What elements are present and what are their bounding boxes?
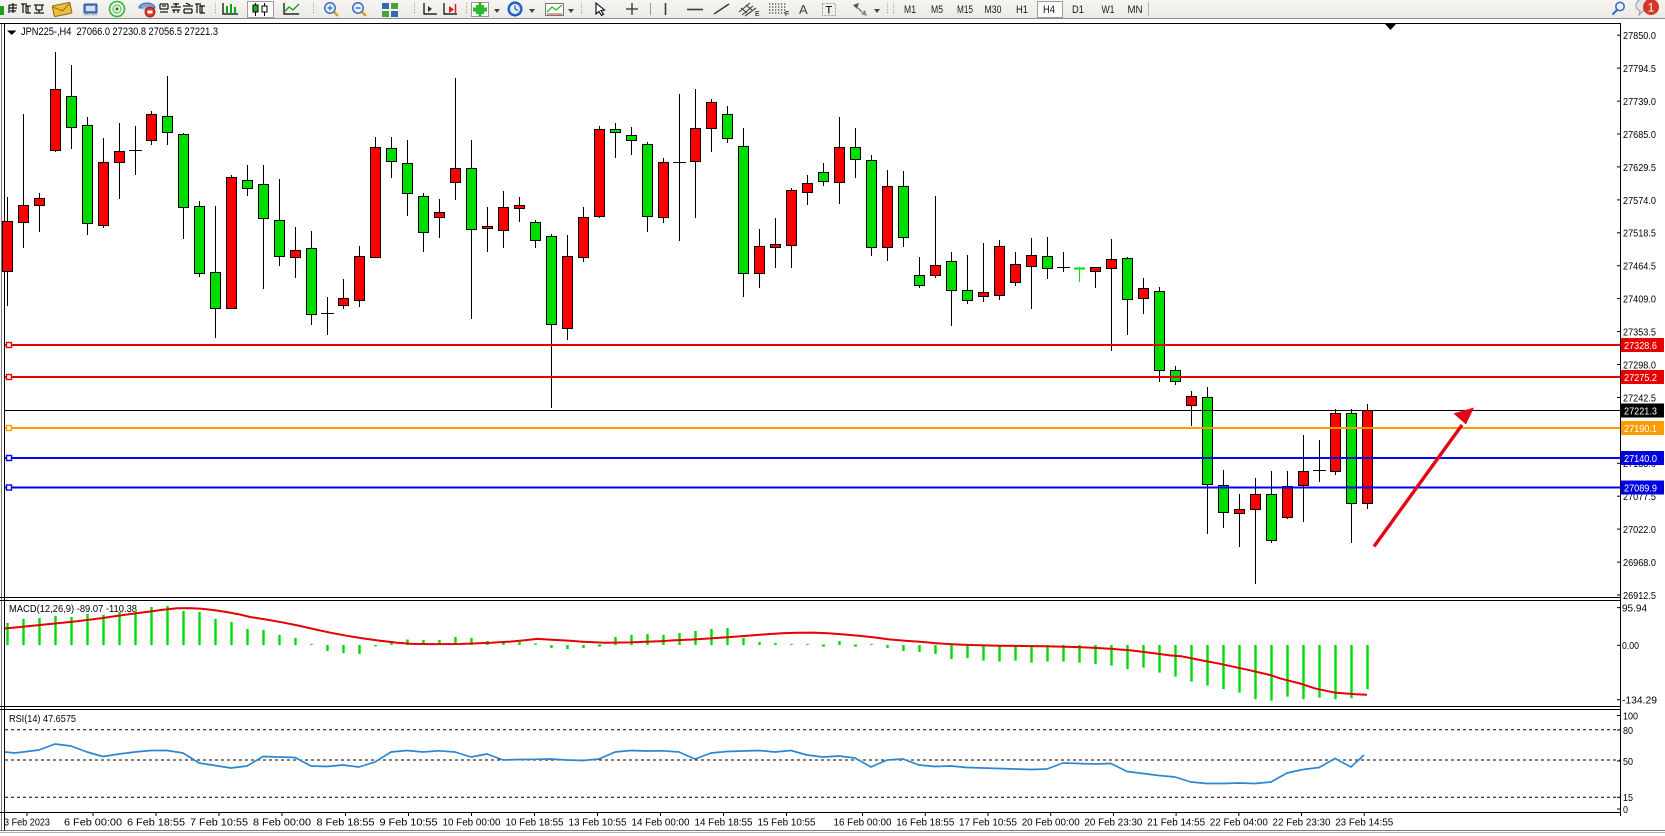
- svg-text:27574.0: 27574.0: [1623, 195, 1656, 207]
- svg-text:MACD(12,26,9) -89.07 -110.38: MACD(12,26,9) -89.07 -110.38: [9, 603, 137, 615]
- svg-text:6 Feb 00:00: 6 Feb 00:00: [64, 817, 122, 829]
- svg-text:27629.5: 27629.5: [1623, 162, 1656, 174]
- svg-text:MN: MN: [1128, 4, 1143, 16]
- svg-text:-134.29: -134.29: [1622, 695, 1657, 707]
- svg-text:16 Feb 00:00: 16 Feb 00:00: [834, 817, 892, 829]
- svg-text:95.94: 95.94: [1622, 603, 1647, 615]
- svg-text:27275.2: 27275.2: [1624, 372, 1657, 384]
- svg-text:22 Feb 23:30: 22 Feb 23:30: [1273, 817, 1331, 829]
- svg-text:27353.5: 27353.5: [1623, 327, 1656, 339]
- svg-text:H1: H1: [1016, 4, 1028, 16]
- svg-text:W1: W1: [1102, 4, 1115, 16]
- svg-text:D1: D1: [1072, 4, 1084, 16]
- svg-text:27409.0: 27409.0: [1623, 294, 1656, 306]
- svg-text:27298.0: 27298.0: [1623, 359, 1656, 371]
- svg-text:13 Feb 10:55: 13 Feb 10:55: [569, 817, 627, 829]
- svg-text:27739.0: 27739.0: [1623, 96, 1656, 108]
- svg-text:20 Feb 00:00: 20 Feb 00:00: [1022, 817, 1080, 829]
- svg-text:JPN225-,H4 27066.0 27230.8 27: JPN225-,H4 27066.0 27230.8 27056.5 27221…: [21, 26, 218, 38]
- svg-text:27685.0: 27685.0: [1623, 129, 1656, 141]
- svg-text:27022.0: 27022.0: [1623, 524, 1656, 536]
- svg-text:A: A: [799, 2, 808, 17]
- svg-text:21 Feb 14:55: 21 Feb 14:55: [1147, 817, 1205, 829]
- svg-text:27464.5: 27464.5: [1623, 261, 1656, 273]
- svg-text:9 Feb 10:55: 9 Feb 10:55: [380, 817, 438, 829]
- svg-text:26968.0: 26968.0: [1623, 557, 1656, 569]
- svg-text:23 Feb 14:55: 23 Feb 14:55: [1335, 817, 1393, 829]
- svg-text:14 Feb 00:00: 14 Feb 00:00: [632, 817, 690, 829]
- svg-text:1: 1: [1648, 1, 1655, 15]
- svg-text:27190.1: 27190.1: [1624, 423, 1657, 435]
- svg-text:16 Feb 18:55: 16 Feb 18:55: [896, 817, 954, 829]
- svg-text:M30: M30: [985, 4, 1002, 16]
- svg-text:8 Feb 00:00: 8 Feb 00:00: [253, 817, 311, 829]
- svg-text:10 Feb 00:00: 10 Feb 00:00: [443, 817, 501, 829]
- svg-text:8 Feb 18:55: 8 Feb 18:55: [317, 817, 375, 829]
- svg-text:27221.3: 27221.3: [1624, 406, 1657, 418]
- svg-text:F: F: [785, 11, 789, 18]
- svg-text:14 Feb 18:55: 14 Feb 18:55: [695, 817, 753, 829]
- svg-text:27328.6: 27328.6: [1624, 340, 1657, 352]
- svg-text:15 Feb 10:55: 15 Feb 10:55: [758, 817, 816, 829]
- svg-text:27794.5: 27794.5: [1623, 63, 1656, 75]
- svg-text:20 Feb 23:30: 20 Feb 23:30: [1084, 817, 1142, 829]
- svg-text:3 Feb 2023: 3 Feb 2023: [4, 817, 50, 829]
- svg-text:27850.0: 27850.0: [1623, 30, 1656, 42]
- svg-text:100: 100: [1623, 710, 1638, 722]
- svg-text:H4: H4: [1043, 4, 1055, 16]
- svg-text:17 Feb 10:55: 17 Feb 10:55: [959, 817, 1017, 829]
- svg-text:50: 50: [1623, 756, 1633, 768]
- svg-text:27089.9: 27089.9: [1624, 483, 1657, 495]
- svg-text:22 Feb 04:00: 22 Feb 04:00: [1210, 817, 1268, 829]
- svg-text:26912.5: 26912.5: [1623, 590, 1656, 602]
- svg-text:RSI(14) 47.6575: RSI(14) 47.6575: [9, 713, 76, 725]
- svg-text:27518.5: 27518.5: [1623, 228, 1656, 240]
- svg-text:27140.0: 27140.0: [1624, 453, 1657, 465]
- svg-text:T: T: [826, 5, 833, 17]
- svg-text:0.00: 0.00: [1622, 640, 1639, 652]
- svg-text:0: 0: [1623, 804, 1628, 816]
- svg-text:27242.5: 27242.5: [1623, 392, 1656, 404]
- svg-text:E: E: [755, 11, 760, 18]
- svg-text:M5: M5: [931, 4, 943, 16]
- svg-text:6 Feb 18:55: 6 Feb 18:55: [127, 817, 185, 829]
- svg-text:15: 15: [1623, 792, 1633, 804]
- svg-text:80: 80: [1623, 725, 1633, 737]
- svg-text:M15: M15: [957, 4, 973, 16]
- svg-text:M1: M1: [904, 4, 916, 16]
- svg-text:7 Feb 10:55: 7 Feb 10:55: [190, 817, 248, 829]
- svg-text:10 Feb 18:55: 10 Feb 18:55: [506, 817, 564, 829]
